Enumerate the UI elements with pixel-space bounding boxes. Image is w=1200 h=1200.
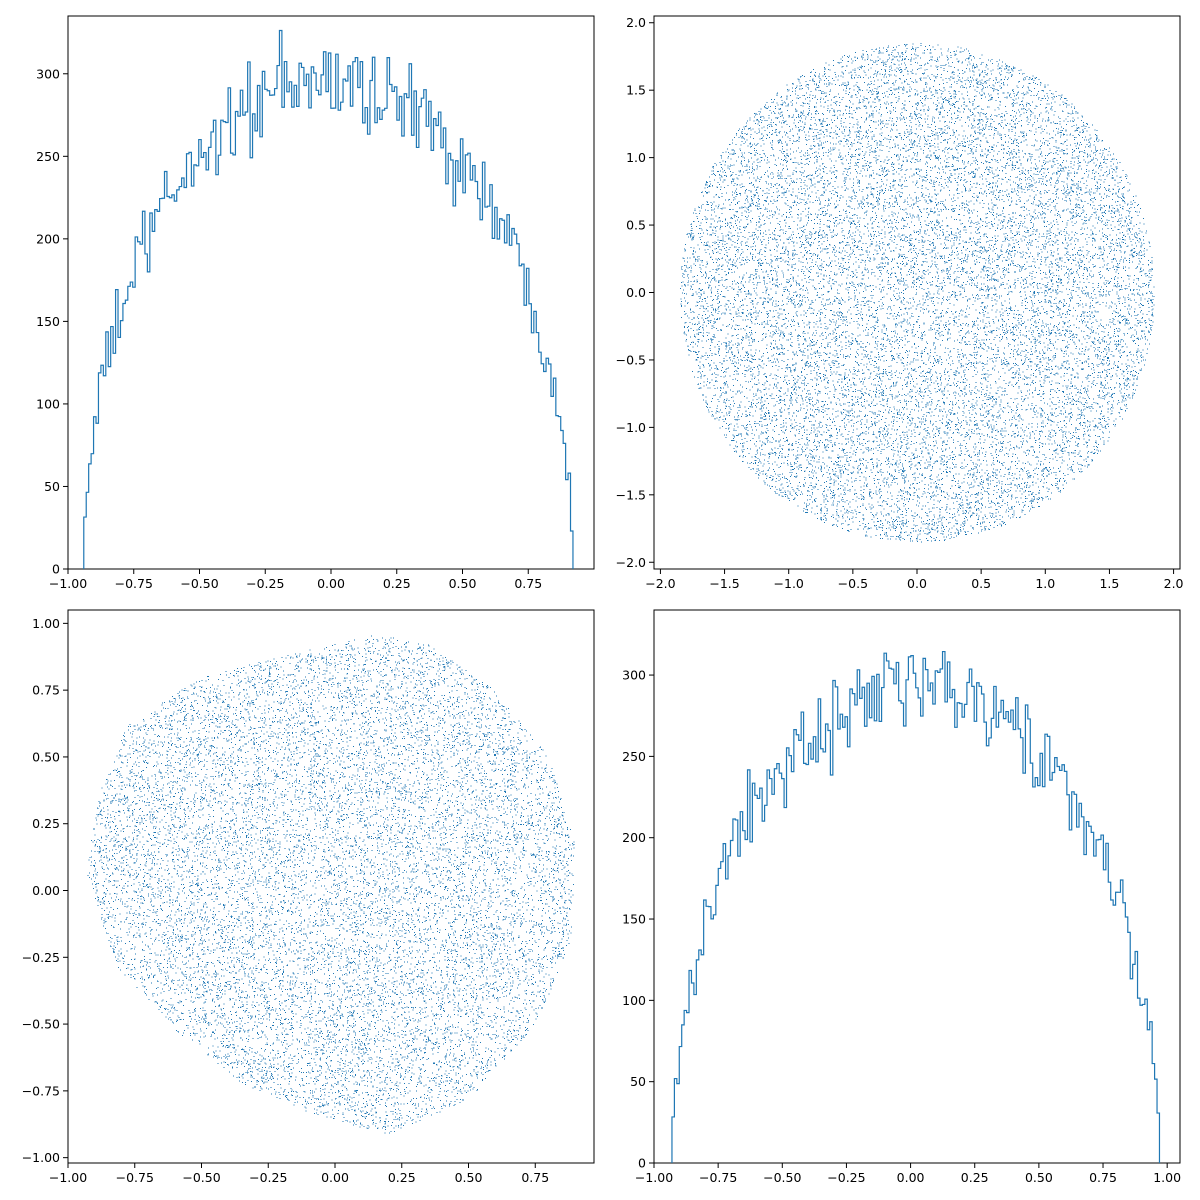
subplot-bottom-left-scatter: −1.00 −0.75 −0.50 −0.25 0.00 0.25 0.50 0.75 −1.0… — [22, 609, 595, 1185]
y-tick-label: 200 — [36, 231, 60, 246]
x-tick-label: −0.25 — [827, 1170, 865, 1185]
x-tick-label: −0.75 — [115, 576, 153, 591]
y-tick-label: 0.5 — [626, 218, 646, 233]
x-tick-label: −1.00 — [635, 1170, 673, 1185]
y-tick-label: 300 — [622, 668, 646, 683]
x-tick-label: 0.75 — [514, 576, 542, 591]
x-tick-label: 1.5 — [1099, 576, 1119, 591]
x-tick-label: 0.50 — [455, 1170, 483, 1185]
x-tick-label: 1.0 — [1035, 576, 1055, 591]
y-tick-label: 2.0 — [626, 15, 646, 30]
y-tick-label: 1.5 — [626, 83, 646, 98]
y-tick-label: −0.5 — [616, 352, 646, 367]
histogram-step — [83, 29, 574, 569]
y-tick-label: 250 — [622, 749, 646, 764]
x-tick-label: −1.00 — [49, 576, 87, 591]
subplot-bottom-right-histogram: −1.00 −0.75 −0.50 −0.25 0.00 0.25 0.50 0.75 1.00… — [622, 609, 1181, 1185]
y-tick-label: −0.25 — [22, 950, 60, 965]
x-tick-label: 0.00 — [317, 576, 345, 591]
x-tick-label: −0.25 — [249, 1170, 287, 1185]
x-tick-label: 0.00 — [321, 1170, 349, 1185]
x-tick-label: −0.50 — [763, 1170, 801, 1185]
subplot-top-left-histogram: −1.00 −0.75 −0.50 −0.25 0.00 0.25 0.50 0.75 0 50 1… — [36, 15, 595, 591]
x-tick-label: −1.00 — [49, 1170, 87, 1185]
y-tick-label: 50 — [630, 1074, 646, 1089]
y-tick-label: 150 — [622, 912, 646, 927]
y-tick-label: 100 — [622, 993, 646, 1008]
y-tick-label: −1.5 — [616, 487, 646, 502]
y-tick-label: 0.0 — [626, 285, 646, 300]
axes-frame — [653, 15, 1181, 570]
x-tick-label: 1.00 — [1153, 1170, 1181, 1185]
x-tick-label: 0.75 — [1089, 1170, 1117, 1185]
x-tick-label: −1.0 — [774, 576, 804, 591]
y-tick-label: 150 — [36, 314, 60, 329]
x-tick-label: −0.75 — [699, 1170, 737, 1185]
x-tick-label: −0.50 — [182, 1170, 220, 1185]
y-tick-label: −1.00 — [22, 1150, 60, 1165]
axes-frame — [653, 609, 1181, 1164]
subplot-top-right-scatter: −2.0 −1.5 −1.0 −0.5 0.0 0.5 1.0 1.5 2.0 −2.0 −1.5 −… — [616, 15, 1184, 591]
x-tick-label: −0.25 — [246, 576, 284, 591]
x-tick-label: −1.5 — [709, 576, 739, 591]
axes-frame — [67, 609, 595, 1164]
y-tick-label: 0 — [638, 1156, 646, 1171]
scatter-points — [679, 43, 1155, 543]
x-tick-label: 0.25 — [388, 1170, 416, 1185]
y-tick-label: 0.00 — [32, 883, 60, 898]
y-tick-label: 250 — [36, 149, 60, 164]
y-tick-label: 1.00 — [32, 616, 60, 631]
y-tick-label: 0 — [52, 562, 60, 577]
x-tick-label: −2.0 — [645, 576, 675, 591]
y-tick-label: 200 — [622, 830, 646, 845]
x-tick-label: 0.5 — [971, 576, 991, 591]
x-tick-label: 0.0 — [907, 576, 927, 591]
y-tick-label: 1.0 — [626, 150, 646, 165]
y-tick-label: 0.50 — [32, 749, 60, 764]
x-tick-label: −0.75 — [116, 1170, 154, 1185]
scatter-points — [87, 635, 575, 1134]
y-tick-label: 100 — [36, 396, 60, 411]
x-tick-label: 0.00 — [897, 1170, 925, 1185]
x-tick-label: 0.25 — [961, 1170, 989, 1185]
y-tick-label: −2.0 — [616, 555, 646, 570]
y-tick-label: 0.75 — [32, 683, 60, 698]
y-tick-label: 300 — [36, 66, 60, 81]
x-tick-label: 0.50 — [1025, 1170, 1053, 1185]
x-tick-label: 0.50 — [449, 576, 477, 591]
x-tick-label: −0.50 — [180, 576, 218, 591]
y-tick-label: −1.0 — [616, 420, 646, 435]
histogram-step — [671, 650, 1161, 1163]
x-tick-label: 0.25 — [383, 576, 411, 591]
x-tick-label: −0.5 — [838, 576, 868, 591]
y-tick-label: 50 — [44, 479, 60, 494]
x-tick-label: 2.0 — [1164, 576, 1184, 591]
y-tick-label: 0.25 — [32, 816, 60, 831]
y-tick-label: −0.75 — [22, 1083, 60, 1098]
x-tick-label: 0.75 — [521, 1170, 549, 1185]
y-tick-label: −0.50 — [22, 1017, 60, 1032]
